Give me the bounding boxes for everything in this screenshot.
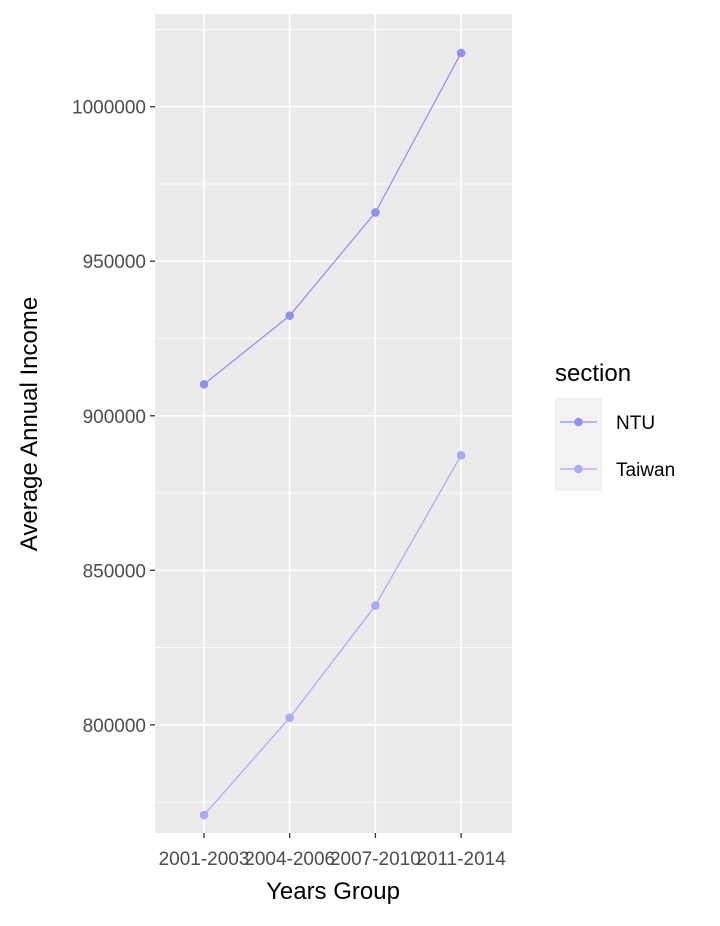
legend-key-background: [555, 398, 602, 491]
y-tick-label: 900000: [83, 407, 146, 428]
legend-label: NTU: [616, 413, 655, 434]
data-point: [371, 601, 380, 610]
data-point: [456, 48, 466, 58]
data-point: [199, 810, 209, 820]
data-point: [285, 713, 295, 723]
y-tick-label: 950000: [83, 252, 146, 273]
data-point: [456, 451, 466, 460]
x-tick-label: 2001-2003: [159, 849, 250, 870]
y-tick-label: 800000: [83, 716, 146, 737]
data-point: [371, 208, 380, 217]
legend-key-point: [574, 417, 583, 427]
series-line: [203, 52, 462, 385]
grid-minor-lines: [155, 29, 512, 803]
legend-title: section: [555, 360, 631, 387]
x-axis-title: Years Group: [266, 878, 400, 905]
axis-ticks: [150, 106, 462, 838]
series-layer: [199, 48, 466, 820]
legend: section NTU Taiwan: [555, 360, 675, 491]
tick-labels: 800000 850000 900000 950000 1000000 2001-2003…: [72, 98, 506, 870]
data-point: [285, 311, 295, 320]
legend-key-point: [574, 464, 583, 474]
legend-label: Taiwan: [616, 460, 675, 481]
y-tick-label: 850000: [83, 561, 146, 582]
x-tick-label: 2004-2006: [244, 849, 335, 870]
panel-background: [155, 14, 512, 833]
data-point: [199, 379, 209, 389]
y-axis-title: Average Annual Income: [16, 297, 43, 551]
x-tick-label: 2011-2014: [416, 849, 506, 870]
x-tick-label: 2007-2010: [330, 849, 421, 870]
y-tick-label: 1000000: [72, 98, 146, 119]
grid-major-lines: [155, 14, 512, 833]
series-line: [203, 455, 462, 816]
